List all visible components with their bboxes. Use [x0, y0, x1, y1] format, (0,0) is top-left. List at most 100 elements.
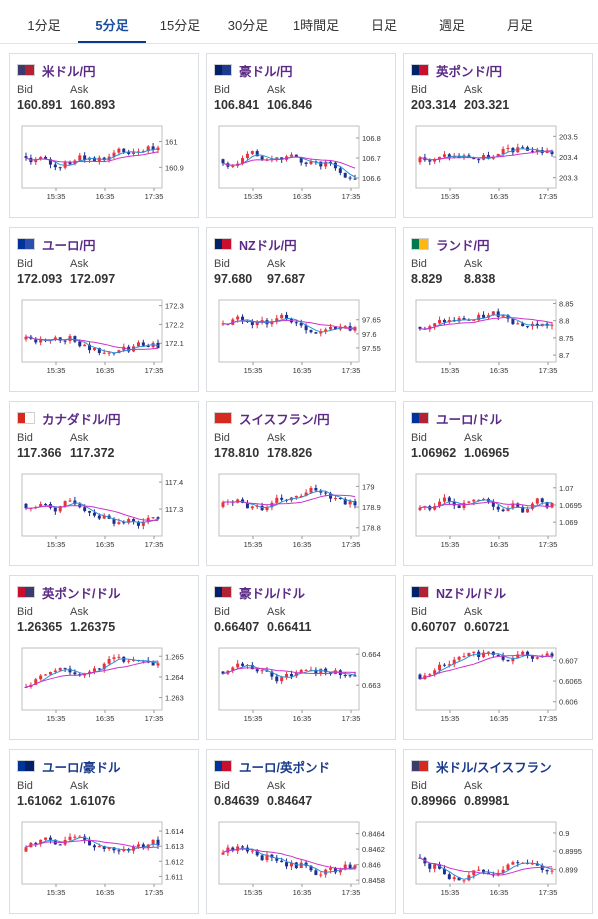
pair-name[interactable]: NZドル/ドル: [436, 586, 507, 601]
candle-body: [156, 147, 160, 150]
candle-body: [270, 321, 274, 325]
candle-body: [83, 507, 87, 512]
pair-name[interactable]: NZドル/円: [239, 238, 297, 253]
card-header: 米ドル/スイスフラン: [411, 758, 552, 775]
candle-body: [550, 653, 554, 657]
pair-name[interactable]: ユーロ/円: [42, 238, 96, 253]
price-chart[interactable]: 8.85 8.8 8.75 8.7 15:35 16:35 17:35: [410, 298, 592, 378]
ask-value: 160.893: [70, 98, 116, 112]
candle-body: [24, 336, 28, 340]
x-tick-label: 17:35: [342, 540, 361, 549]
tab-1min[interactable]: 1分足: [27, 18, 61, 33]
rate-card[interactable]: ユーロ/円 Bid Ask 172.093 172.097 172.3 172.2 172.1…: [9, 227, 199, 392]
candle-body: [141, 844, 145, 848]
rate-card[interactable]: 豪ドル/円 Bid Ask 106.841 106.846 106.8 106.7 106.6…: [206, 53, 396, 218]
rate-card[interactable]: スイスフラン/円 Bid Ask 178.810 178.826 179 178.9 178.…: [206, 401, 396, 566]
rate-card[interactable]: 米ドル/スイスフラン Bid Ask 0.89966 0.89981 0.9 0.8995 0…: [403, 749, 593, 914]
candle-body: [433, 323, 437, 327]
pair-name[interactable]: 米ドル/円: [42, 64, 96, 79]
y-tick-label: 1.263: [165, 694, 184, 703]
candle-body: [294, 154, 298, 158]
price-chart[interactable]: 97.65 97.6 97.55 15:35 16:35 17:35: [213, 298, 395, 378]
ask-value: 203.321: [464, 98, 510, 112]
candle-body: [462, 318, 466, 320]
tab-weekly[interactable]: 週足: [438, 18, 465, 33]
pair-name[interactable]: 豪ドル/円: [239, 64, 293, 79]
candle-body: [73, 500, 77, 505]
candle-body: [112, 152, 116, 157]
pair-name[interactable]: スイスフラン/円: [239, 412, 330, 427]
price-chart[interactable]: 161 160.9 15:35 16:35 17:35: [16, 124, 198, 204]
tab-5min[interactable]: 5分足: [95, 18, 129, 33]
candle-body: [236, 846, 240, 851]
pair-name[interactable]: カナダドル/円: [42, 412, 121, 427]
pair-name[interactable]: 英ポンド/ドル: [42, 586, 121, 601]
price-chart[interactable]: 0.9 0.8995 0.899 15:35 16:35 17:35: [410, 820, 592, 900]
x-tick-label: 17:35: [342, 192, 361, 201]
x-tick-label: 17:35: [539, 888, 558, 897]
pair-name[interactable]: ユーロ/豪ドル: [42, 760, 121, 775]
tab-30min[interactable]: 30分足: [227, 18, 269, 33]
candle-body: [122, 849, 126, 851]
candle-body: [236, 316, 240, 320]
pair-name[interactable]: ユーロ/ドル: [436, 412, 502, 427]
candle-body: [117, 148, 121, 153]
y-tick-label: 1.264: [165, 673, 184, 682]
candle-body: [44, 837, 48, 840]
rate-card[interactable]: 英ポンド/ドル Bid Ask 1.26365 1.26375 1.265 1.264 1.2…: [9, 575, 199, 740]
pair-name[interactable]: ランド/円: [436, 238, 490, 253]
price-chart[interactable]: 0.664 0.663 15:35 16:35 17:35: [213, 646, 395, 726]
rate-card[interactable]: 豪ドル/ドル Bid Ask 0.66407 0.66411 0.664 0.663 15:3…: [206, 575, 396, 740]
bid-value: 106.841: [214, 98, 260, 112]
bid-label: Bid: [214, 258, 230, 270]
tab-1hour[interactable]: 1時間足: [292, 18, 340, 33]
candle-body: [132, 152, 136, 154]
pair-name[interactable]: ユーロ/英ポンド: [239, 760, 330, 775]
rate-card[interactable]: ランド/円 Bid Ask 8.829 8.838 8.85 8.8 8.75 8.7 15:35…: [403, 227, 593, 392]
rate-card[interactable]: 英ポンド/円 Bid Ask 203.314 203.321 203.5 203.4 203.…: [403, 53, 593, 218]
bid-label: Bid: [214, 432, 230, 444]
price-chart[interactable]: 1.614 1.613 1.612 1.611 15:35 16:35 17:35: [16, 820, 198, 900]
flag-icon: [17, 238, 35, 250]
rate-card[interactable]: NZドル/円 Bid Ask 97.680 97.687 97.65 97.6 97.55 15…: [206, 227, 396, 392]
price-chart[interactable]: 0.607 0.6065 0.606 15:35 16:35 17:35: [410, 646, 592, 726]
candle-body: [353, 501, 357, 506]
rate-card[interactable]: 米ドル/円 Bid Ask 160.891 160.893 161 160.9 15:35 16…: [9, 53, 199, 218]
candle-body: [467, 501, 471, 503]
candle-body: [329, 326, 333, 330]
candle-body: [324, 329, 328, 332]
y-tick-label: 178.8: [362, 524, 381, 533]
rate-card[interactable]: NZドル/ドル Bid Ask 0.60707 0.60721 0.607 0.6065 0.…: [403, 575, 593, 740]
price-chart[interactable]: 172.3 172.2 172.1 15:35 16:35 17:35: [16, 298, 198, 378]
rate-card[interactable]: ユーロ/ドル Bid Ask 1.06962 1.06965 1.07 1.0695 1.06…: [403, 401, 593, 566]
rate-card[interactable]: ユーロ/豪ドル Bid Ask 1.61062 1.61076 1.614 1.613 1.6…: [9, 749, 199, 914]
candle-body: [535, 863, 539, 866]
x-tick-label: 16:35: [293, 888, 312, 897]
price-chart[interactable]: 0.8464 0.8462 0.846 0.8458 15:35 16:35 17:35: [213, 820, 395, 900]
candle-body: [314, 487, 318, 491]
pair-name[interactable]: 米ドル/スイスフラン: [436, 760, 552, 775]
price-chart[interactable]: 106.8 106.7 106.6 15:35 16:35 17:35: [213, 124, 395, 204]
candle-body: [477, 869, 481, 871]
candle-body: [462, 502, 466, 508]
rate-card[interactable]: カナダドル/円 Bid Ask 117.366 117.372 117.4 117.3 15:…: [9, 401, 199, 566]
price-chart[interactable]: 203.5 203.4 203.3 15:35 16:35 17:35: [410, 124, 592, 204]
tab-monthly[interactable]: 月足: [506, 18, 533, 33]
candle-body: [265, 507, 269, 511]
price-chart[interactable]: 1.265 1.264 1.263 15:35 16:35 17:35: [16, 646, 198, 726]
y-tick-label: 179: [362, 482, 375, 491]
pair-name[interactable]: 英ポンド/円: [436, 64, 502, 79]
chart-frame: [218, 473, 360, 537]
timeframe-tabs: 1分足 5分足 15分足 30分足 1時間足 日足 週足 月足: [0, 0, 598, 44]
price-chart[interactable]: 1.07 1.0695 1.069 15:35 16:35 17:35: [410, 472, 592, 552]
candle-body: [117, 850, 121, 852]
tab-15min[interactable]: 15分足: [159, 18, 201, 33]
pair-name[interactable]: 豪ドル/ドル: [239, 586, 305, 601]
candle-body: [521, 323, 525, 327]
rate-card[interactable]: ユーロ/英ポンド Bid Ask 0.84639 0.84647 0.8464 0.8462…: [206, 749, 396, 914]
candle-body: [39, 839, 43, 844]
tab-daily[interactable]: 日足: [370, 18, 397, 33]
price-chart[interactable]: 117.4 117.3 15:35 16:35 17:35: [16, 472, 198, 552]
candle-body: [63, 340, 67, 342]
price-chart[interactable]: 179 178.9 178.8 15:35 16:35 17:35: [213, 472, 395, 552]
